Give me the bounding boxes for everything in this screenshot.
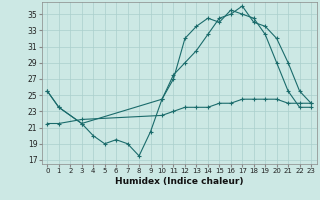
X-axis label: Humidex (Indice chaleur): Humidex (Indice chaleur) <box>115 177 244 186</box>
